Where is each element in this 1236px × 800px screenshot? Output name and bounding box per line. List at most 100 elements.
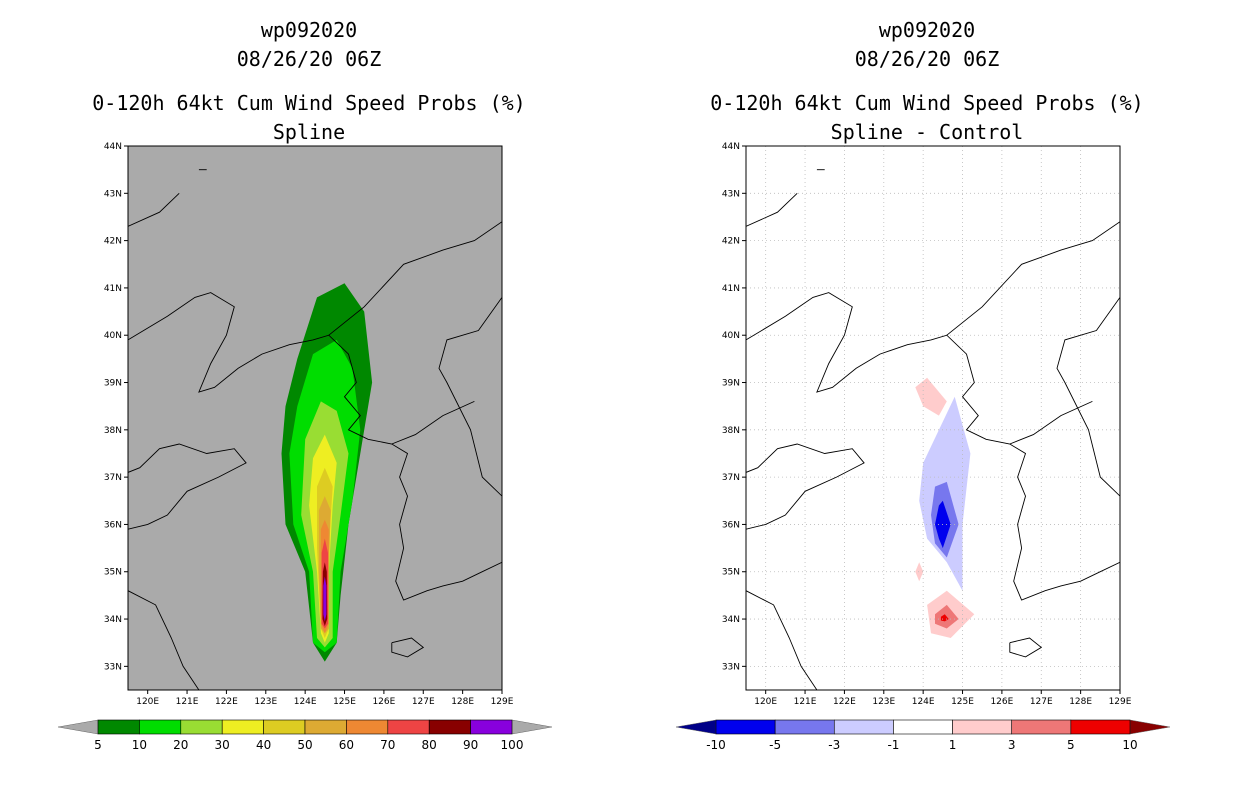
coastline (746, 590, 818, 690)
colorbar-label: -3 (828, 738, 840, 752)
coastline (438, 297, 502, 497)
plot-frame (745, 145, 1121, 691)
coastline (1056, 297, 1120, 497)
x-tick-label: 127E (1030, 697, 1053, 707)
colorbar-swatch (893, 719, 953, 735)
y-tick-label: 36N (722, 520, 740, 530)
probability-panel: wp092020 08/26/20 06Z 0-120h 64kt Cum Wi… (57, 18, 553, 752)
y-tick-label: 40N (104, 331, 122, 341)
forecast-date: 08/26/20 06Z (854, 47, 1000, 71)
colorbar-swatch (180, 719, 223, 735)
colorbar-label: 30 (215, 738, 230, 752)
x-tick-label: 123E (872, 697, 895, 707)
colorbar-under-arrow (57, 719, 99, 735)
y-tick-label: 41N (722, 284, 740, 294)
colorbar-label: 60 (339, 738, 354, 752)
coastline (391, 637, 425, 658)
colorbar-label: 70 (380, 738, 395, 752)
coastline (128, 443, 247, 530)
colorbar-swatch (428, 719, 471, 735)
storm-id: wp092020 (260, 18, 358, 42)
colorbar-over-arrow (511, 719, 553, 735)
y-tick-label: 43N (722, 189, 740, 199)
colorbar-label: 10 (132, 738, 147, 752)
contour-1 (915, 562, 924, 582)
colorbar-swatch (1070, 719, 1131, 735)
x-tick-label: 122E (833, 697, 856, 707)
y-tick-label: 33N (722, 662, 740, 672)
difference-panel: wp092020 08/26/20 06Z 0-120h 64kt Cum Wi… (618, 0, 1236, 800)
chart-subtitle: Spline (272, 120, 346, 144)
y-tick-label: 39N (722, 379, 740, 389)
colorbar-label: 50 (297, 738, 312, 752)
plot-area (128, 169, 502, 690)
y-tick-label: 41N (104, 284, 122, 294)
colorbar-label: 1 (949, 738, 957, 752)
x-tick-label: 128E (1069, 697, 1092, 707)
x-tick-label: 126E (990, 697, 1013, 707)
x-tick-label: 121E (794, 697, 817, 707)
colorbar-swatch (263, 719, 306, 735)
colorbar-swatch (304, 719, 347, 735)
colorbar-swatch (97, 719, 140, 735)
colorbar-label: 10 (1122, 738, 1137, 752)
y-tick-label: 37N (722, 473, 740, 483)
x-tick-label: 128E (451, 697, 474, 707)
x-tick-label: 122E (215, 697, 238, 707)
contour-1 (915, 377, 947, 416)
colorbar-swatch (470, 719, 513, 735)
coastline (1009, 400, 1093, 445)
x-tick-label: 123E (254, 697, 277, 707)
chart-title: 0-120h 64kt Cum Wind Speed Probs (%) (710, 91, 1144, 115)
y-tick-label: 37N (104, 473, 122, 483)
colorbar-label: 100 (501, 738, 524, 752)
colorbar-swatch (221, 719, 264, 735)
y-tick-label: 38N (722, 426, 740, 436)
x-tick-label: 126E (372, 697, 395, 707)
y-tick-label: 40N (722, 331, 740, 341)
x-tick-label: 124E (912, 697, 935, 707)
coastline (746, 443, 865, 530)
x-tick-label: 120E (136, 697, 159, 707)
chart-title: 0-120h 64kt Cum Wind Speed Probs (%) (92, 91, 526, 115)
coastline (746, 192, 798, 227)
contour-5 (940, 614, 949, 622)
y-tick-label: 38N (104, 426, 122, 436)
coastline (946, 221, 1120, 336)
colorbar-swatch (774, 719, 835, 735)
colorbar-swatch (833, 719, 894, 735)
colorbar-label: 40 (256, 738, 271, 752)
y-tick-label: 34N (722, 615, 740, 625)
y-tick-label: 42N (104, 237, 122, 247)
colorbar-label: 20 (173, 738, 188, 752)
colorbar-swatch (952, 719, 1013, 735)
y-tick-label: 35N (104, 568, 122, 578)
probability-map: 120E 121E 122E 123E 124E 125E 126E 127E 128E 129E… (57, 142, 553, 752)
contour-90 (323, 576, 327, 622)
plot-area (746, 146, 1120, 690)
colorbar-swatch (346, 719, 389, 735)
y-tick-label: 34N (104, 615, 122, 625)
x-tick-label: 120E (754, 697, 777, 707)
colorbar-swatch (1011, 719, 1072, 735)
colorbar-label: -5 (769, 738, 781, 752)
x-tick-label: 124E (294, 697, 317, 707)
contour-3 (935, 604, 959, 629)
x-tick-label: 121E (176, 697, 199, 707)
difference-map: 120E 121E 122E 123E 124E 125E 126E 127E 128E 129E… (675, 142, 1171, 752)
colorbar-label: 90 (463, 738, 478, 752)
chart-subtitle: Spline - Control (830, 120, 1024, 144)
colorbar-label: 5 (1067, 738, 1075, 752)
y-tick-label: 33N (104, 662, 122, 672)
coastline (391, 400, 475, 445)
x-tick-label: 125E (333, 697, 356, 707)
x-tick-label: 129E (1109, 697, 1132, 707)
coastline (128, 292, 502, 601)
colorbar-label: 80 (422, 738, 437, 752)
colorbar-swatch (139, 719, 182, 735)
colorbar-label: -10 (706, 738, 726, 752)
colorbar-swatch (715, 719, 776, 735)
x-tick-label: 129E (491, 697, 514, 707)
x-tick-label: 127E (412, 697, 435, 707)
colorbar-swatch (387, 719, 430, 735)
